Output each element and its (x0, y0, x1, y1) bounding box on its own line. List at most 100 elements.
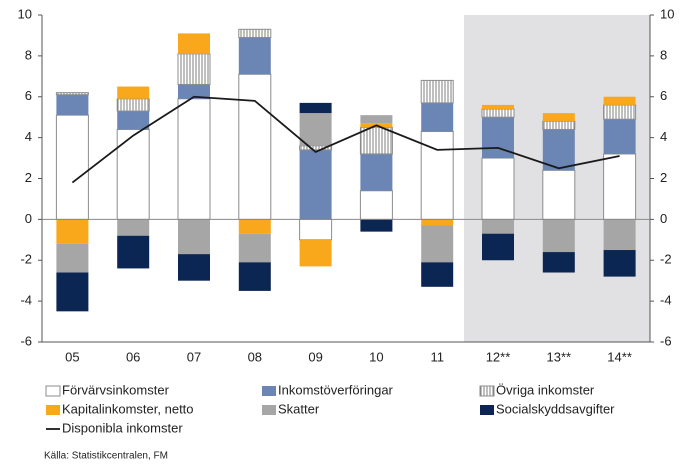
legend-swatch (46, 405, 60, 415)
bar-segment (603, 104, 637, 120)
source: Källa: Statistikcentralen, FM (44, 451, 168, 462)
bar-segment (117, 235, 150, 269)
legend-swatch (262, 405, 276, 415)
bar-segment (117, 86, 150, 99)
bar-segment (238, 28, 272, 38)
y2-tick-label: -6 (660, 333, 672, 348)
bar-segment (360, 115, 393, 124)
x-tick-label: 14** (607, 349, 632, 364)
legend-label: Förvärvsinkomster (62, 382, 170, 397)
y2-tick-label: -4 (660, 293, 672, 308)
bar-segment (359, 126, 393, 155)
y-tick-label: 0 (25, 211, 32, 226)
bar-segment (542, 120, 576, 130)
bar-segment (178, 33, 210, 54)
bar-segment (117, 219, 150, 236)
bar-segment (603, 219, 636, 251)
bar-segment (56, 272, 89, 312)
bar-segment (482, 104, 514, 110)
bar-segment (421, 225, 454, 263)
bar-segment (542, 129, 575, 171)
bar-segment (238, 262, 271, 291)
y2-tick-label: -2 (660, 252, 672, 267)
bar-segment (299, 218, 333, 241)
y-tick-label: 2 (25, 170, 32, 185)
y2-tick-label: 6 (660, 88, 667, 103)
bar-segment (360, 219, 393, 232)
bar-segment (116, 98, 150, 112)
bar-segment (238, 233, 271, 263)
x-tick-label: 06 (126, 349, 140, 364)
legend-swatch (262, 386, 276, 396)
legend-label: Disponibla inkomster (62, 420, 183, 435)
legend-label: Socialskyddsavgifter (496, 401, 615, 416)
bar-segment (360, 153, 393, 191)
bar-segment (542, 219, 575, 253)
legend-swatch (480, 405, 494, 415)
bar-segment (603, 96, 636, 105)
bar-segment (542, 252, 575, 273)
bar-segment (117, 111, 150, 130)
y2-tick-label: 2 (660, 170, 667, 185)
bar-segment (178, 254, 210, 281)
y-tick-label: -2 (20, 252, 32, 267)
x-tick-label: 10 (369, 349, 383, 364)
bar-segment (56, 243, 89, 273)
bar-segment (299, 113, 332, 146)
bar-segment (603, 119, 636, 154)
y2-tick-label: 0 (660, 211, 667, 226)
bar-segment (482, 219, 514, 234)
y2-tick-label: 4 (660, 129, 667, 144)
bar-segment (603, 153, 637, 220)
bar-segment (359, 190, 393, 220)
x-tick-label: 11 (430, 349, 444, 364)
bar-segment (481, 157, 515, 220)
x-tick-label: 07 (187, 349, 201, 364)
bar-segment (116, 128, 150, 220)
bar-segment (299, 239, 332, 267)
bar-segment (481, 108, 515, 118)
bar-segment (56, 94, 89, 116)
bar-segment (56, 219, 89, 244)
legend-label: Övriga inkomster (496, 382, 595, 397)
bar-segment (55, 92, 89, 96)
bar-segment (178, 219, 210, 255)
bar-segment (177, 53, 211, 85)
x-tick-label: 12** (486, 349, 511, 364)
x-tick-label: 05 (65, 349, 79, 364)
y-tick-label: 6 (25, 88, 32, 103)
bar-segment (238, 219, 271, 234)
legend-label: Kapitalinkomster, netto (62, 401, 194, 416)
y2-tick-label: 8 (660, 47, 667, 62)
bar-segment (603, 250, 636, 277)
y-tick-label: -6 (20, 333, 32, 348)
bar-segment (299, 149, 332, 220)
bar-segment (542, 113, 575, 122)
bar-segment (299, 102, 332, 114)
y-tick-label: 8 (25, 47, 32, 62)
x-tick-label: 09 (308, 349, 322, 364)
y-tick-label: 4 (25, 129, 32, 144)
legend-label: Skatter (278, 401, 320, 416)
bar-segment (421, 262, 454, 287)
bar-segment (55, 114, 89, 220)
y2-tick-label: 10 (660, 6, 674, 21)
bar-segment (238, 73, 272, 220)
bar-segment (482, 233, 514, 261)
bar-segment (178, 84, 210, 99)
y-tick-label: 10 (18, 6, 32, 21)
legend-label: Inkomstöverföringar (278, 382, 394, 397)
legend-swatch (45, 385, 61, 397)
bar-segment (421, 219, 454, 226)
line (71, 95, 620, 184)
bar-segment (420, 79, 454, 104)
y-tick-label: -4 (20, 293, 32, 308)
legend-swatch (479, 385, 495, 397)
bar-segment (542, 169, 576, 220)
bar-segment (238, 37, 271, 75)
x-tick-label: 08 (248, 349, 262, 364)
x-tick-label: 13** (547, 349, 572, 364)
bar-segment (177, 98, 211, 220)
bar-segment (421, 102, 454, 132)
